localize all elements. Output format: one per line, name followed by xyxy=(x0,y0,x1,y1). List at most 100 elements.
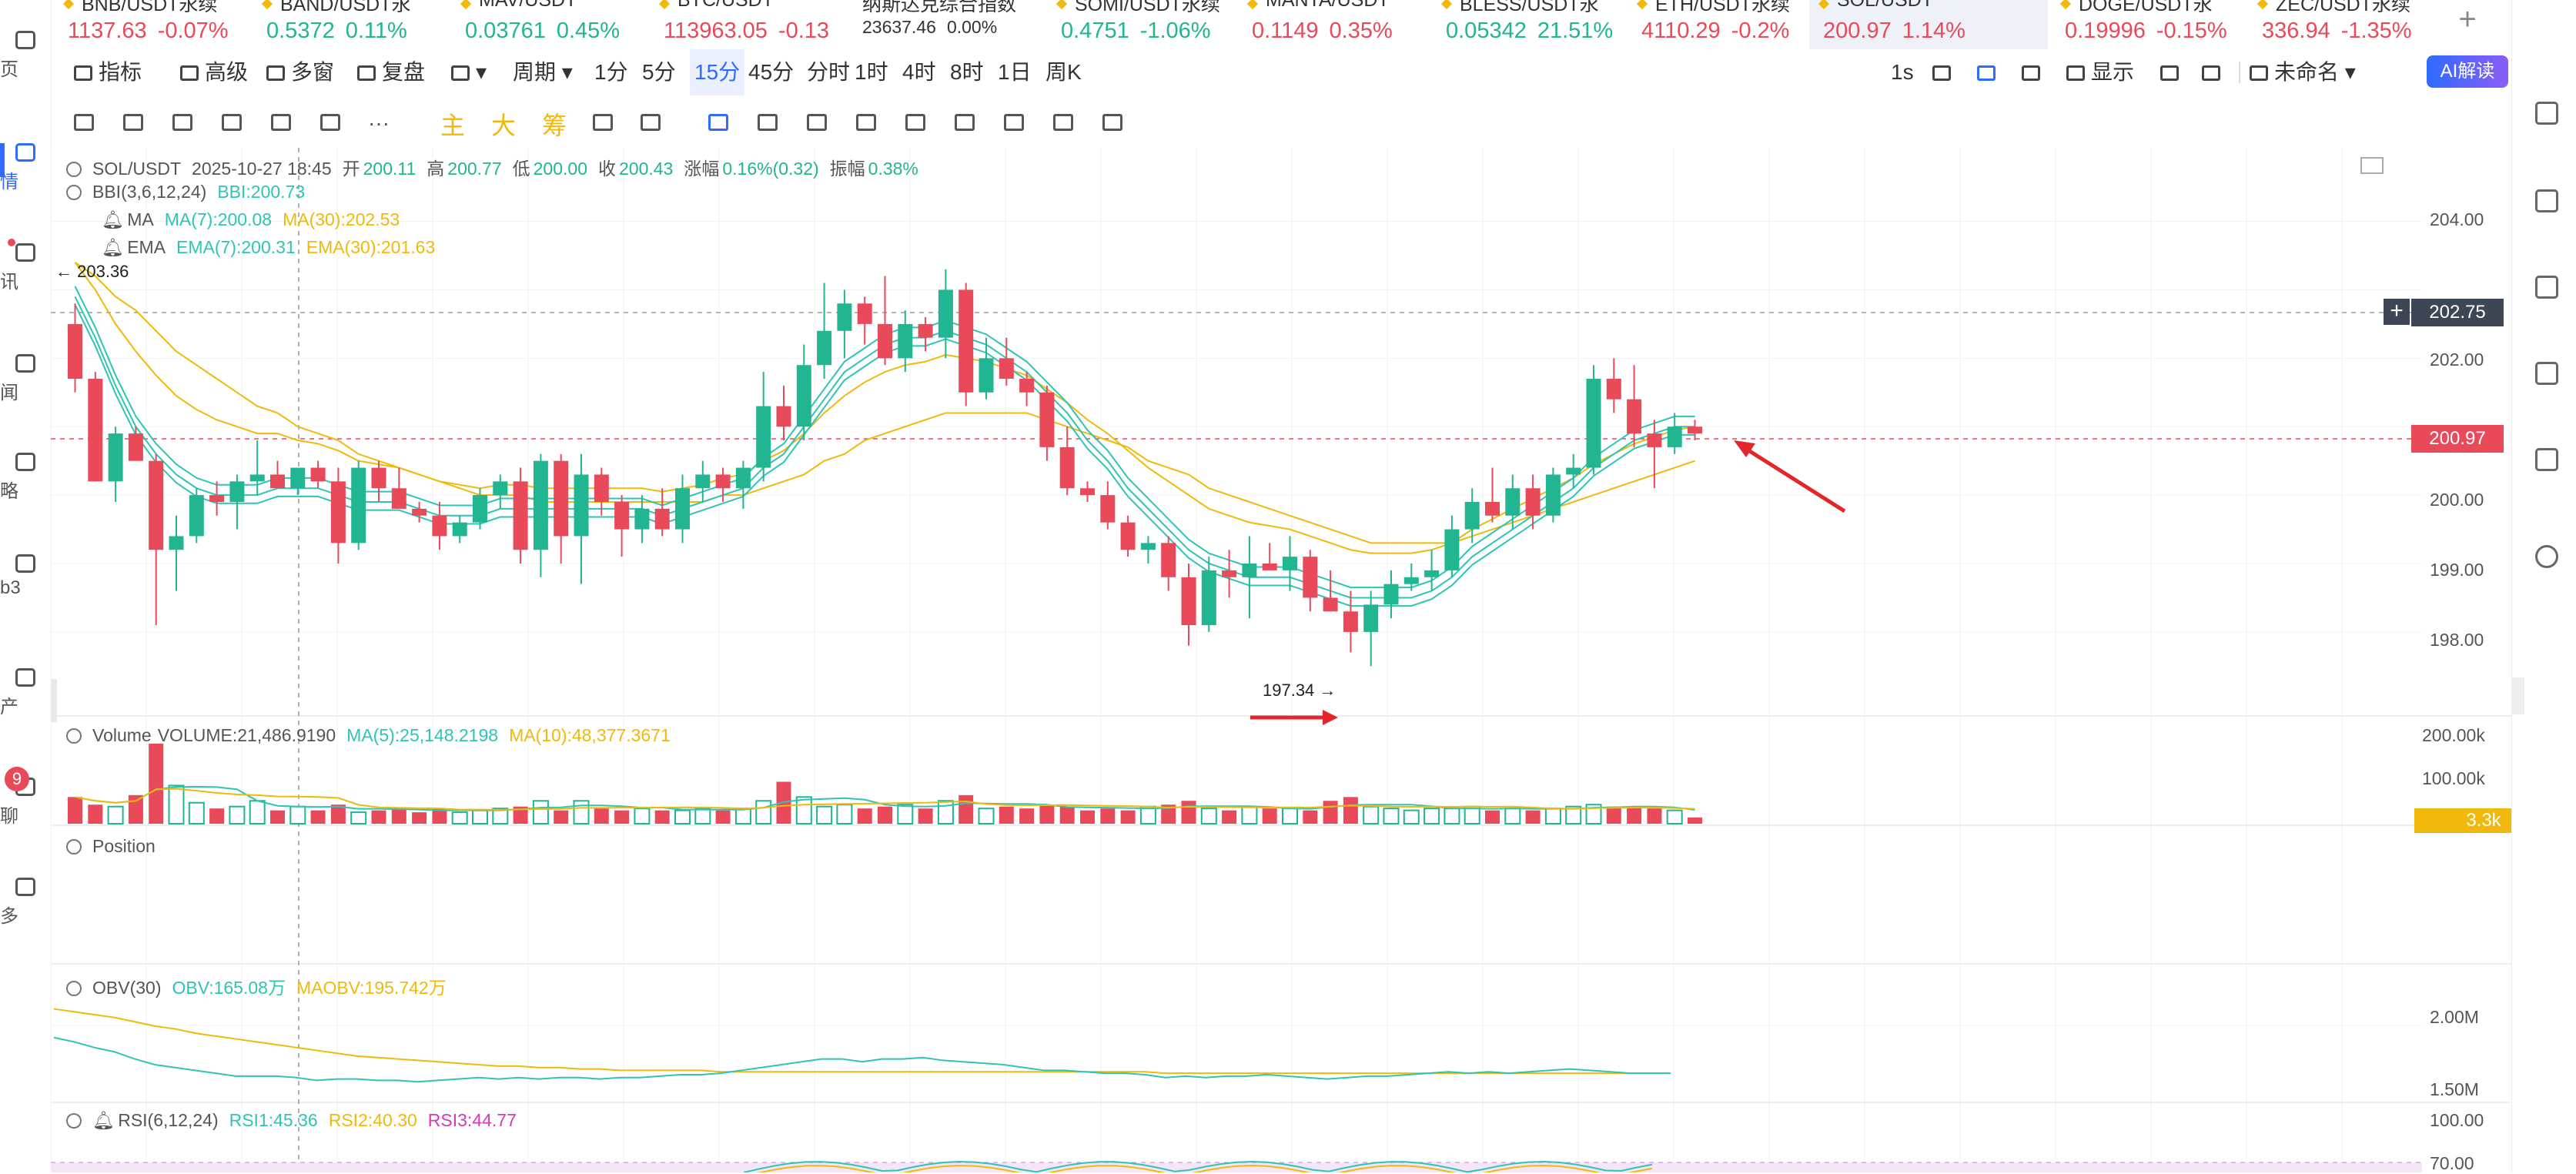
draw-button[interactable] xyxy=(1977,49,2002,95)
more-tools-button[interactable]: ··· xyxy=(365,108,396,139)
etf-icon[interactable] xyxy=(2535,448,2558,471)
replay-button[interactable]: 复盘 xyxy=(357,49,425,95)
maximize-pane-icon[interactable] xyxy=(2360,157,2384,174)
volume-bar xyxy=(1100,808,1116,824)
ticker-tab[interactable]: SOL/USDT 200.97 1.14% xyxy=(1809,0,2048,49)
pattern-tool[interactable] xyxy=(851,108,882,139)
fullscreen-window-button[interactable] xyxy=(2022,49,2046,95)
interval-tab[interactable]: 8时 xyxy=(950,60,984,84)
obv-axis-label: 2.00M xyxy=(2430,1007,2479,1027)
parallel-channel-tool[interactable] xyxy=(168,108,199,139)
fib-tool[interactable] xyxy=(316,108,346,139)
rail-item-1[interactable]: 情 xyxy=(0,143,51,192)
measure-tool[interactable] xyxy=(636,108,667,139)
ticker-tab[interactable]: DOGE/USDT永 0.19996 -0.15% xyxy=(2051,0,2243,49)
orderbook-icon[interactable] xyxy=(2535,102,2558,125)
refresh-rate-button[interactable]: 1s xyxy=(1891,49,1914,95)
chart-svg[interactable] xyxy=(51,148,2514,1172)
crosshair-add-button[interactable]: + xyxy=(2384,299,2410,325)
rail-item-5[interactable]: b3 xyxy=(0,554,51,598)
magnet-tool[interactable] xyxy=(704,108,734,139)
ticker-values: 200.97 1.14% xyxy=(1823,18,1965,44)
collapse-icon xyxy=(66,839,82,855)
settings-button[interactable] xyxy=(2160,49,2185,95)
sync-tool[interactable] xyxy=(588,108,619,139)
volume-bar xyxy=(128,794,143,824)
add-ticker-button[interactable]: + xyxy=(2458,2,2477,36)
delete-drawings-tool[interactable] xyxy=(1098,108,1129,139)
ruler-tool[interactable] xyxy=(753,108,784,139)
main-force-toggle[interactable]: 主 xyxy=(440,112,466,139)
interval-tab[interactable]: 1分 xyxy=(594,60,628,84)
horizontal-lines-tool[interactable] xyxy=(119,108,149,139)
period-dropdown[interactable]: 周期 ▾ xyxy=(513,49,573,95)
cross-line-tool[interactable] xyxy=(217,108,248,139)
display-button[interactable]: 显示 xyxy=(2066,49,2134,95)
large-order-toggle[interactable]: 大 xyxy=(491,112,517,139)
panel-collapse-handle[interactable] xyxy=(2512,677,2524,714)
multi-window-button[interactable]: 多窗 xyxy=(266,49,334,95)
advanced-button[interactable]: 高级 xyxy=(180,49,248,95)
price-tick-label: 204.00 xyxy=(2430,209,2484,229)
brush-tool[interactable] xyxy=(802,108,833,139)
ticker-values: 0.5372 0.11% xyxy=(266,18,407,44)
interval-tab[interactable]: 45分 xyxy=(748,60,795,84)
candle-body xyxy=(675,488,690,530)
ai-analysis-button[interactable]: AI解读 xyxy=(2427,55,2508,88)
layout-dropdown[interactable]: 未命名 ▾ xyxy=(2250,49,2356,95)
candle-body xyxy=(493,481,508,496)
trend-icon[interactable] xyxy=(2535,276,2558,299)
dollar-icon[interactable] xyxy=(2535,189,2558,212)
ticker-tab[interactable]: BLESS/USDT永 0.05342 21.51% xyxy=(1432,0,1621,49)
rail-item-2[interactable]: 讯 xyxy=(0,239,51,293)
ticker-tab[interactable]: ZEC/USDT永续 336.94 -1.35% xyxy=(2248,0,2441,49)
ticker-tab[interactable]: SOMI/USDT永续 0.4751 -1.06% xyxy=(1047,0,1232,49)
interval-tab[interactable]: 4时 xyxy=(902,60,936,84)
interval-tab[interactable]: 分时 xyxy=(807,60,851,84)
ticker-tab[interactable]: ETH/USDT永续 4110.29 -0.2% xyxy=(1628,0,1805,49)
trendline-tool[interactable] xyxy=(69,108,100,139)
rail-item-3[interactable]: 闻 xyxy=(0,354,51,403)
chart-type-dropdown[interactable]: ▾ xyxy=(451,49,487,95)
screenshot-button[interactable] xyxy=(1932,49,1957,95)
swap-icon[interactable] xyxy=(2535,545,2558,568)
high-marker-value: 203.36 xyxy=(77,262,129,281)
expand-button[interactable] xyxy=(2202,49,2226,95)
candle-body xyxy=(1505,488,1521,516)
interval-tab[interactable]: 1日 xyxy=(998,60,1032,84)
lock-tool[interactable] xyxy=(901,108,932,139)
ticker-tab[interactable]: 纳斯达克综合指数 23637.46 0.00% xyxy=(848,0,1041,49)
ticker-values: 0.05342 21.51% xyxy=(1446,18,1613,44)
ticker-tab[interactable]: BAND/USDT永 0.5372 0.11% xyxy=(253,0,445,49)
rail-item-0[interactable]: 页 xyxy=(0,31,51,80)
coin-icon xyxy=(1055,0,1068,10)
chart-area[interactable]: SOL/USDT 2025-10-27 18:45 开 200.11 高 200.77 低 2… xyxy=(51,148,2553,1173)
interval-tab[interactable]: 周K xyxy=(1045,60,1082,84)
low-marker-label: 197.34 → xyxy=(1263,681,1337,700)
indicators-button[interactable]: 指标 xyxy=(74,49,142,95)
rail-item-8[interactable]: 多 xyxy=(0,878,51,927)
ma30-line xyxy=(74,262,1695,544)
ticker-tab[interactable]: MAV/USDT 0.03761 0.45% xyxy=(451,0,644,49)
candle-body xyxy=(229,481,245,502)
interval-tab[interactable]: 15分 xyxy=(690,49,745,95)
divider xyxy=(2239,62,2240,83)
volume-bar xyxy=(1647,808,1662,824)
ticker-tab[interactable]: BNB/USDT永续 1137.63 -0.07% xyxy=(54,0,246,49)
filter-tool[interactable] xyxy=(1049,108,1079,139)
hide-drawings-tool[interactable] xyxy=(999,108,1030,139)
annotation-tool[interactable] xyxy=(950,108,981,139)
rail-item-6[interactable]: 产 xyxy=(0,668,51,717)
ticker-tab[interactable]: BTC/USDT 113963.05 -0.13 xyxy=(650,0,842,49)
rail-item-4[interactable]: 略 xyxy=(0,453,51,502)
ticker-tab[interactable]: MANTA/USDT 0.1149 0.35% xyxy=(1238,0,1427,49)
chip-toggle[interactable]: 筹 xyxy=(542,112,567,139)
candle-body xyxy=(878,323,892,359)
volume-bar xyxy=(1403,809,1420,824)
interval-tab[interactable]: 5分 xyxy=(642,60,676,84)
rectangle-tool[interactable] xyxy=(266,108,297,139)
panel-chart-icon[interactable] xyxy=(2535,362,2558,385)
interval-tab[interactable]: 1时 xyxy=(855,60,888,84)
